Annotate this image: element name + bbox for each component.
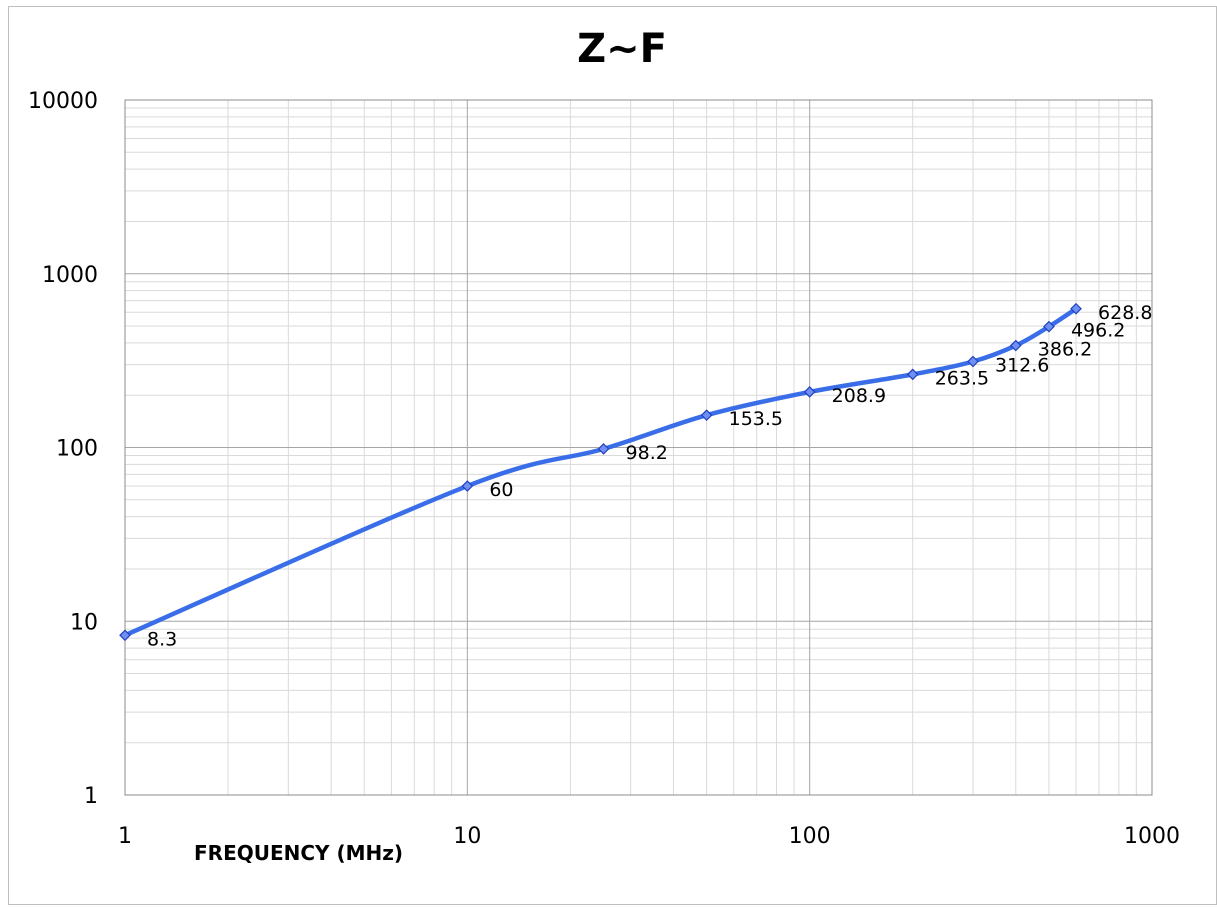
y-tick-label: 10000 <box>28 89 98 114</box>
data-label: 263.5 <box>935 367 989 389</box>
y-tick-label: 100 <box>56 437 98 462</box>
plot-area-border <box>124 99 1153 796</box>
data-point-marker <box>119 629 131 642</box>
data-label: 208.9 <box>832 385 886 407</box>
data-label: 153.5 <box>729 408 783 430</box>
y-tick-label: 1 <box>84 784 98 809</box>
series-line <box>122 306 1079 638</box>
data-label: 98.2 <box>626 442 668 464</box>
x-tick-label: 100 <box>789 824 831 849</box>
x-tick-label: 1 <box>118 824 132 849</box>
data-labels: 8.3 60 98.2 153.5 208.9 263.5 312.6386.2496.26… <box>147 302 1152 651</box>
data-label: 496.2 <box>1071 320 1125 342</box>
data-point-marker <box>1070 302 1082 315</box>
data-label: 386.2 <box>1038 339 1092 361</box>
data-label: 628.8 <box>1098 302 1152 324</box>
data-point-marker <box>967 355 979 368</box>
data-point-marker <box>1043 320 1055 333</box>
y-tick-label: 1000 <box>42 263 98 288</box>
x-tick-label: 10 <box>453 824 481 849</box>
x-tick-labels: 1 10 100 1000 <box>118 824 1180 849</box>
data-point-marker <box>803 386 816 398</box>
data-point-marker <box>906 368 919 381</box>
data-point-marker <box>461 480 474 492</box>
data-markers <box>119 302 1082 642</box>
data-point-marker <box>597 443 610 455</box>
data-label: 8.3 <box>147 628 177 650</box>
chart-title: Z~F <box>577 26 667 72</box>
x-tick-label: 1000 <box>1124 824 1180 849</box>
data-label: 60 <box>489 479 513 501</box>
y-tick-labels: 1 10 100 1000 10000 <box>28 89 98 809</box>
data-point-marker <box>700 409 713 422</box>
x-axis-label: FREQUENCY (MHz) <box>194 841 403 865</box>
data-label: 312.6 <box>995 354 1049 376</box>
series-line-group <box>122 306 1079 638</box>
y-tick-label: 10 <box>70 610 98 635</box>
data-point-marker <box>1009 339 1022 352</box>
